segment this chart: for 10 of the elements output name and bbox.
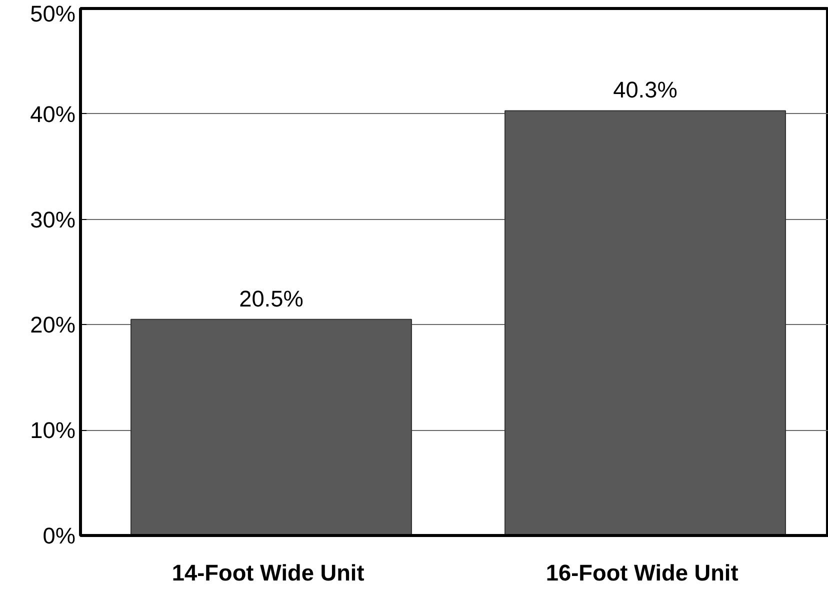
- data-label: 20.5%: [239, 285, 304, 312]
- y-tick-label: 50%: [30, 0, 76, 26]
- y-tick-label: 10%: [30, 417, 76, 444]
- y-tick-label: 40%: [30, 100, 76, 127]
- y-tick-label: 20%: [30, 312, 76, 338]
- x-tick-label: 16-Foot Wide Unit: [546, 560, 739, 586]
- x-tick-label: 14-Foot Wide Unit: [172, 560, 365, 586]
- y-tick-label: 0%: [42, 522, 76, 548]
- y-tick-label: 30%: [30, 206, 76, 232]
- data-label: 40.3%: [613, 76, 678, 103]
